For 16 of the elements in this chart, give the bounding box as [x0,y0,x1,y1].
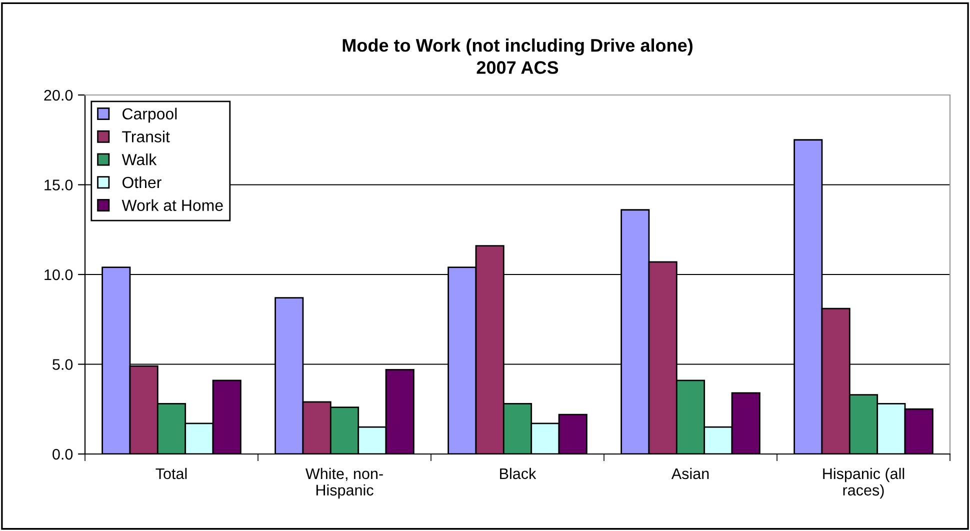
x-tick-label: Asian [671,468,709,480]
legend-label: Walk [122,154,157,166]
chart-title: Mode to Work (not including Drive alone) 2007 ACS [342,38,692,74]
y-tick-label: 10.0 [44,269,73,280]
y-tick-label: 15.0 [44,180,73,190]
legend-label: Other [122,176,162,188]
legend-label: Work at Home [122,199,223,212]
x-tick-label: Total [156,468,187,480]
x-tick-label: Black [500,468,536,480]
legend-label: Transit [122,130,170,142]
y-tick-label: 5.0 [52,359,73,370]
x-tick-label: Hispanic (all races) [823,468,904,499]
legend-label: Carpool [122,108,177,123]
y-tick-label: 0.0 [52,448,73,460]
y-tick-label: 20.0 [44,90,73,101]
x-tick-label: White, non- Hispanic [306,468,383,499]
